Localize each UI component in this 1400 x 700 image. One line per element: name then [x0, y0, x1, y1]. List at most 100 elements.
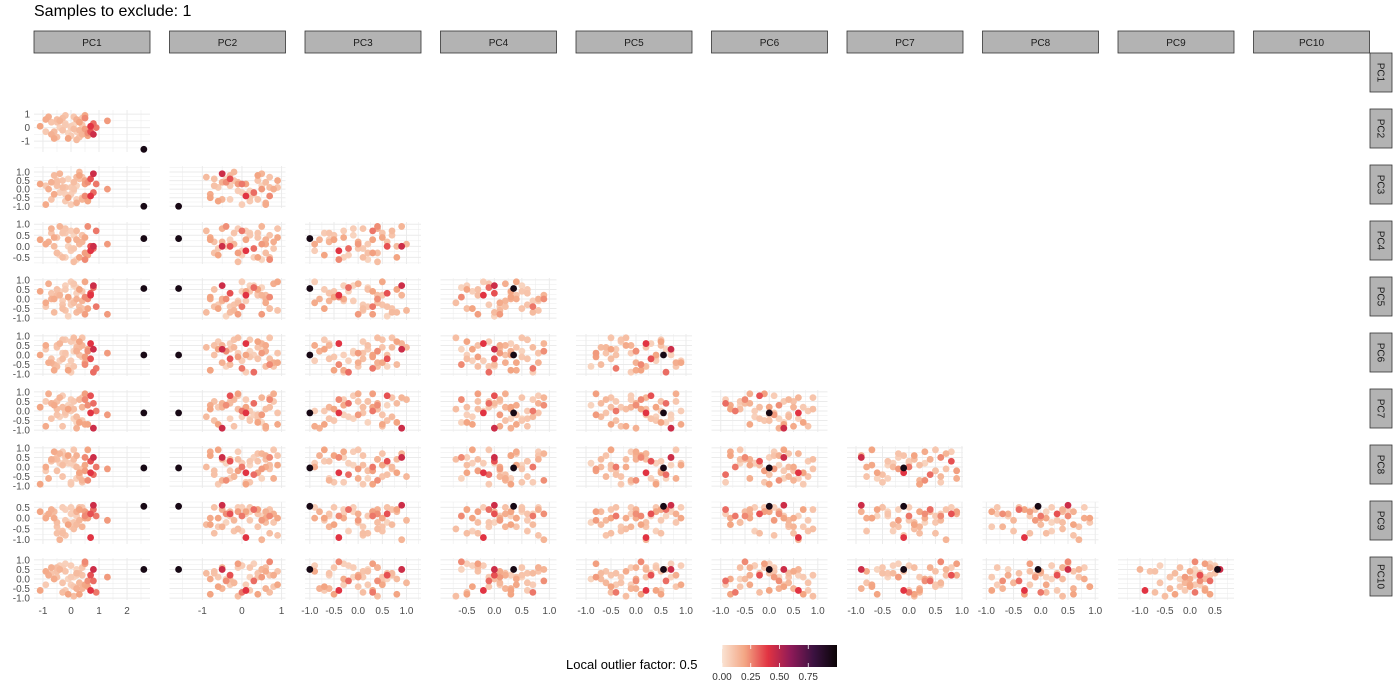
data-point [369, 480, 377, 488]
data-point [736, 564, 744, 571]
data-point [340, 351, 348, 359]
data-point [529, 396, 537, 403]
panel-pc3-vs-pc5 [305, 278, 421, 320]
data-point [214, 305, 222, 312]
data-point [349, 349, 357, 357]
data-point [677, 407, 685, 415]
y-tick-label: -0.5 [13, 360, 31, 371]
data-point [274, 177, 281, 184]
data-point [50, 514, 58, 522]
data-point [274, 581, 281, 589]
data-point [490, 392, 498, 400]
data-point [809, 525, 817, 533]
data-point [266, 231, 274, 239]
data-point [894, 523, 902, 531]
data-point [672, 446, 680, 454]
data-point [468, 514, 476, 522]
y-tick-label: -1.0 [13, 202, 31, 213]
data-point [900, 587, 908, 594]
data-point [242, 396, 250, 403]
data-point [518, 305, 526, 312]
y-tick-label: 0.5 [16, 231, 30, 242]
data-point [947, 448, 955, 456]
data-point [70, 245, 78, 252]
data-point [932, 567, 939, 575]
panel-pc3-vs-pc6 [305, 334, 421, 376]
data-point [780, 514, 788, 522]
y-tick-label: 0.0 [16, 407, 30, 418]
data-point [921, 459, 929, 467]
data-point [393, 399, 401, 407]
data-point [523, 579, 531, 587]
data-point [218, 242, 226, 250]
data-point [345, 284, 352, 291]
data-point [226, 415, 234, 423]
data-point [1080, 503, 1088, 511]
data-point [1141, 587, 1149, 594]
data-point [374, 295, 381, 303]
data-point [523, 355, 531, 363]
data-point [612, 512, 620, 520]
data-point [226, 361, 234, 368]
data-point [1004, 566, 1012, 573]
data-point [270, 571, 278, 579]
data-point [50, 135, 58, 142]
data-point [61, 567, 69, 575]
data-point [316, 236, 323, 244]
data-point [770, 452, 778, 459]
data-point [667, 461, 675, 469]
data-point [325, 569, 333, 577]
data-point [736, 446, 744, 454]
data-point [234, 560, 242, 568]
data-point [84, 401, 92, 409]
data-point [262, 299, 270, 307]
data-point [374, 347, 381, 355]
data-point [463, 286, 471, 293]
data-point [868, 514, 876, 522]
data-point [206, 405, 214, 413]
data-point [652, 587, 660, 594]
data-point [672, 510, 680, 518]
data-point [311, 299, 319, 307]
data-point [274, 359, 281, 367]
data-point [916, 523, 923, 531]
data-point [662, 419, 670, 426]
data-point [226, 467, 234, 475]
data-point [218, 454, 226, 461]
data-point [59, 422, 66, 430]
data-point [330, 366, 338, 374]
data-point [529, 343, 537, 351]
data-point [485, 446, 493, 454]
data-point [637, 366, 645, 374]
data-point [84, 420, 92, 428]
data-point [311, 514, 319, 522]
data-point [354, 240, 362, 248]
data-point [383, 363, 391, 370]
data-point [900, 452, 908, 459]
y-tick-label: 1.0 [16, 443, 30, 454]
y-tick-label: 1.0 [16, 387, 30, 398]
data-point [335, 291, 343, 299]
x-tick-label: 1.0 [811, 606, 825, 617]
data-point [340, 234, 348, 241]
data-point [518, 334, 526, 342]
data-point [359, 338, 367, 346]
data-point [320, 251, 328, 259]
data-point [320, 514, 328, 522]
data-point [75, 506, 83, 513]
data-point [501, 359, 509, 367]
y-tick-label: 0.5 [16, 341, 30, 352]
data-point [354, 465, 362, 473]
data-point [36, 351, 44, 359]
data-point [794, 534, 802, 541]
data-point [325, 415, 333, 423]
data-point [602, 349, 610, 357]
data-point [457, 512, 465, 520]
data-point [988, 587, 996, 594]
data-point [47, 289, 55, 297]
data-point [921, 577, 929, 585]
data-point [64, 405, 72, 413]
data-point [916, 508, 923, 516]
data-point [662, 577, 670, 585]
data-point [210, 351, 218, 359]
